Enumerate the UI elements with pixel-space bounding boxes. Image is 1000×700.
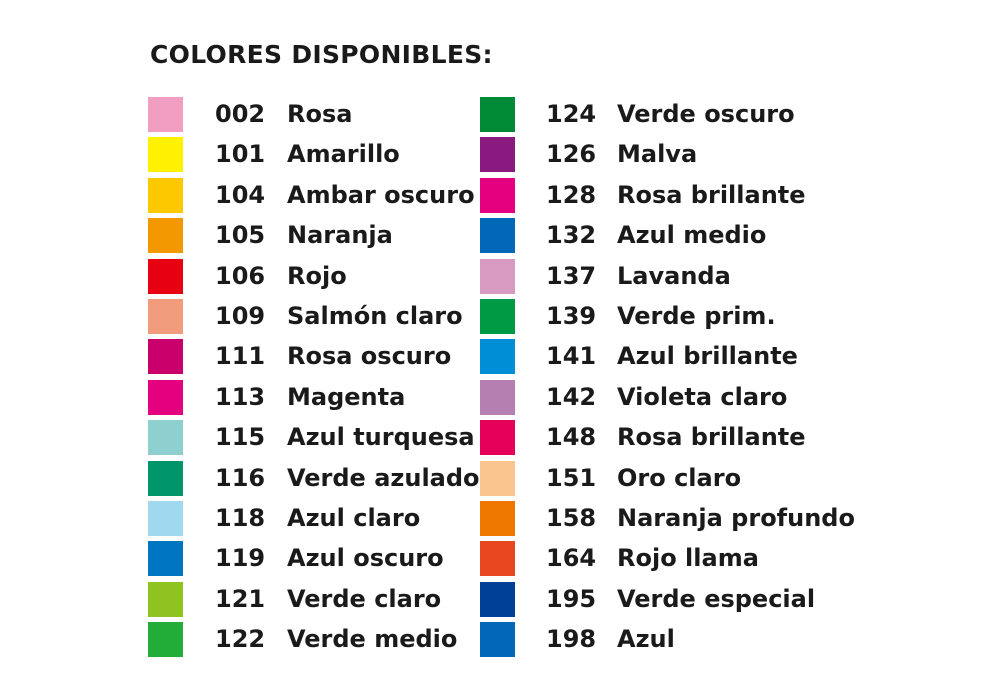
color-code: 101 (215, 140, 266, 169)
color-name: Azul medio (617, 221, 767, 250)
color-name: Amarillo (287, 140, 400, 169)
color-name: Azul brillante (617, 342, 798, 371)
color-code: 198 (546, 625, 597, 654)
color-name: Rosa oscuro (287, 342, 452, 371)
color-swatch (148, 97, 183, 132)
color-code: 137 (546, 261, 597, 290)
color-name: Rojo (287, 261, 347, 290)
color-name: Azul turquesa (287, 423, 475, 452)
color-swatch (480, 218, 515, 254)
color-swatch (148, 460, 183, 496)
color-swatch (148, 218, 183, 254)
color-name: Naranja profundo (617, 503, 855, 532)
color-swatch (480, 541, 515, 577)
color-swatch (480, 379, 515, 415)
color-swatch (148, 339, 183, 375)
color-code: 104 (215, 180, 266, 209)
color-code: 118 (215, 503, 266, 532)
color-swatch (480, 339, 515, 375)
color-name: Verde prim. (617, 301, 776, 330)
color-swatch (480, 581, 515, 617)
color-code: 132 (546, 221, 597, 250)
color-code: 121 (215, 584, 266, 613)
color-swatch (148, 500, 183, 536)
color-name: Naranja (287, 221, 393, 250)
color-code: 116 (215, 463, 266, 492)
color-code: 122 (215, 625, 266, 654)
color-swatch (480, 500, 515, 536)
color-name: Azul claro (287, 503, 421, 532)
color-name: Rosa brillante (617, 180, 806, 209)
color-code: 158 (546, 503, 597, 532)
color-name: Rosa brillante (617, 423, 806, 452)
color-name: Verde oscuro (617, 100, 795, 128)
color-swatch (148, 379, 183, 415)
color-code: 126 (546, 140, 597, 169)
color-code: 128 (546, 180, 597, 209)
color-swatch (480, 298, 515, 334)
color-swatch (148, 298, 183, 334)
color-swatch (480, 622, 515, 658)
color-swatch (480, 177, 515, 213)
color-code: 124 (546, 100, 597, 128)
color-swatch (148, 258, 183, 294)
color-swatch (480, 137, 515, 173)
color-swatch (148, 137, 183, 173)
color-name: Rojo llama (617, 544, 759, 573)
color-swatch (148, 622, 183, 658)
color-name: Violeta claro (617, 382, 788, 411)
color-name: Lavanda (617, 261, 731, 290)
color-code: 109 (215, 301, 266, 330)
color-swatch (148, 177, 183, 213)
color-code: 139 (546, 301, 597, 330)
color-swatch (148, 541, 183, 577)
color-name: Verde especial (617, 584, 816, 613)
color-name: Ambar oscuro (287, 180, 475, 209)
color-name: Azul oscuro (287, 544, 444, 573)
color-name: Oro claro (617, 463, 742, 492)
color-name: Verde medio (287, 625, 458, 654)
color-code: 142 (546, 382, 597, 411)
color-name: Verde claro (287, 584, 442, 613)
color-swatch (480, 97, 515, 132)
color-name: Verde azulado (287, 463, 480, 492)
color-swatch (148, 581, 183, 617)
color-code: 111 (215, 342, 266, 371)
color-code: 195 (546, 584, 597, 613)
color-name: Salmón claro (287, 301, 463, 330)
color-name: Azul (617, 625, 675, 654)
color-swatch (480, 420, 515, 456)
color-name: Rosa (287, 100, 353, 128)
color-code: 151 (546, 463, 597, 492)
color-code: 141 (546, 342, 597, 371)
color-swatch (148, 420, 183, 456)
color-code: 002 (215, 100, 266, 128)
color-code: 119 (215, 544, 266, 573)
color-code: 148 (546, 423, 597, 452)
color-code: 106 (215, 261, 266, 290)
color-swatch (480, 258, 515, 294)
color-name: Magenta (287, 382, 406, 411)
color-name: Malva (617, 140, 698, 169)
page-title: COLORES DISPONIBLES: (150, 40, 493, 69)
color-swatch (480, 460, 515, 496)
color-code: 113 (215, 382, 266, 411)
color-code: 164 (546, 544, 597, 573)
color-code: 105 (215, 221, 266, 250)
color-code: 115 (215, 423, 266, 452)
